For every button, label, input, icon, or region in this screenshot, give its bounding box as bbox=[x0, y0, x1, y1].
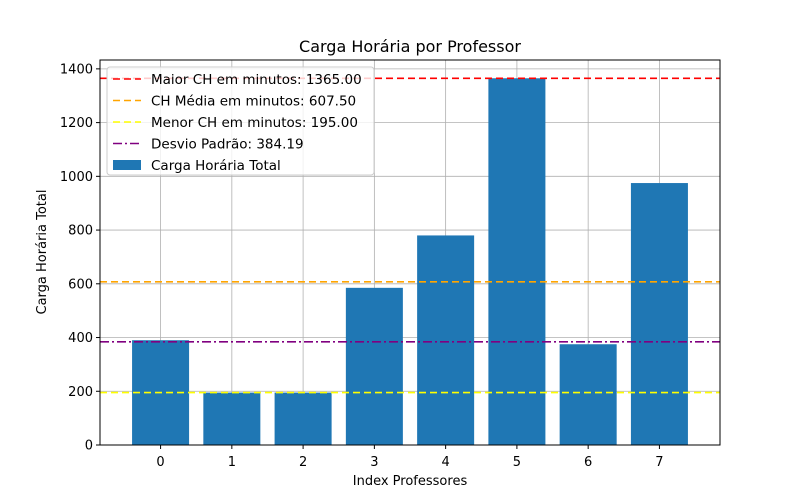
x-tick-label: 1 bbox=[228, 455, 236, 470]
x-axis: 0 1 2 3 4 5 6 7 bbox=[156, 445, 664, 470]
chart-title: Carga Horária por Professor bbox=[299, 37, 521, 56]
x-tick-label: 3 bbox=[370, 455, 378, 470]
x-tick-label: 7 bbox=[655, 455, 663, 470]
y-tick-label: 200 bbox=[68, 385, 93, 400]
legend: Maior CH em minutos: 1365.00 CH Média em … bbox=[106, 66, 375, 176]
legend-label: Carga Horária Total bbox=[151, 158, 281, 174]
plot-frame bbox=[99, 59, 721, 446]
bar bbox=[417, 235, 475, 445]
bar bbox=[559, 344, 617, 445]
bars bbox=[132, 78, 688, 446]
y-axis-label: Carga Horária Total bbox=[35, 190, 50, 315]
bar bbox=[630, 183, 688, 445]
bar bbox=[345, 287, 403, 445]
legend-label: Menor CH em minutos: 195.00 bbox=[151, 115, 358, 131]
x-tick-label: 6 bbox=[584, 455, 592, 470]
x-tick-label: 2 bbox=[299, 455, 307, 470]
x-tick-label: 5 bbox=[513, 455, 521, 470]
bar bbox=[488, 78, 546, 446]
x-tick-label: 0 bbox=[156, 455, 164, 470]
x-axis-label: Index Professores bbox=[353, 474, 468, 489]
y-tick-label: 800 bbox=[68, 224, 93, 239]
y-tick-label: 1000 bbox=[60, 170, 93, 185]
x-tick-label: 4 bbox=[441, 455, 449, 470]
legend-label: CH Média em minutos: 607.50 bbox=[151, 94, 356, 110]
y-axis: 0 200 400 600 800 1000 1200 1400 bbox=[60, 62, 100, 454]
legend-label: Maior CH em minutos: 1365.00 bbox=[151, 72, 362, 88]
legend-label: Desvio Padrão: 384.19 bbox=[151, 137, 304, 153]
y-tick-label: 400 bbox=[68, 331, 93, 346]
bar bbox=[274, 392, 332, 445]
y-tick-label: 1200 bbox=[60, 116, 93, 131]
legend-box bbox=[106, 66, 375, 176]
y-tick-label: 600 bbox=[68, 277, 93, 292]
bar bbox=[203, 392, 261, 445]
legend-swatch bbox=[113, 160, 141, 170]
y-tick-label: 0 bbox=[85, 439, 93, 454]
y-tick-label: 1400 bbox=[60, 62, 93, 77]
